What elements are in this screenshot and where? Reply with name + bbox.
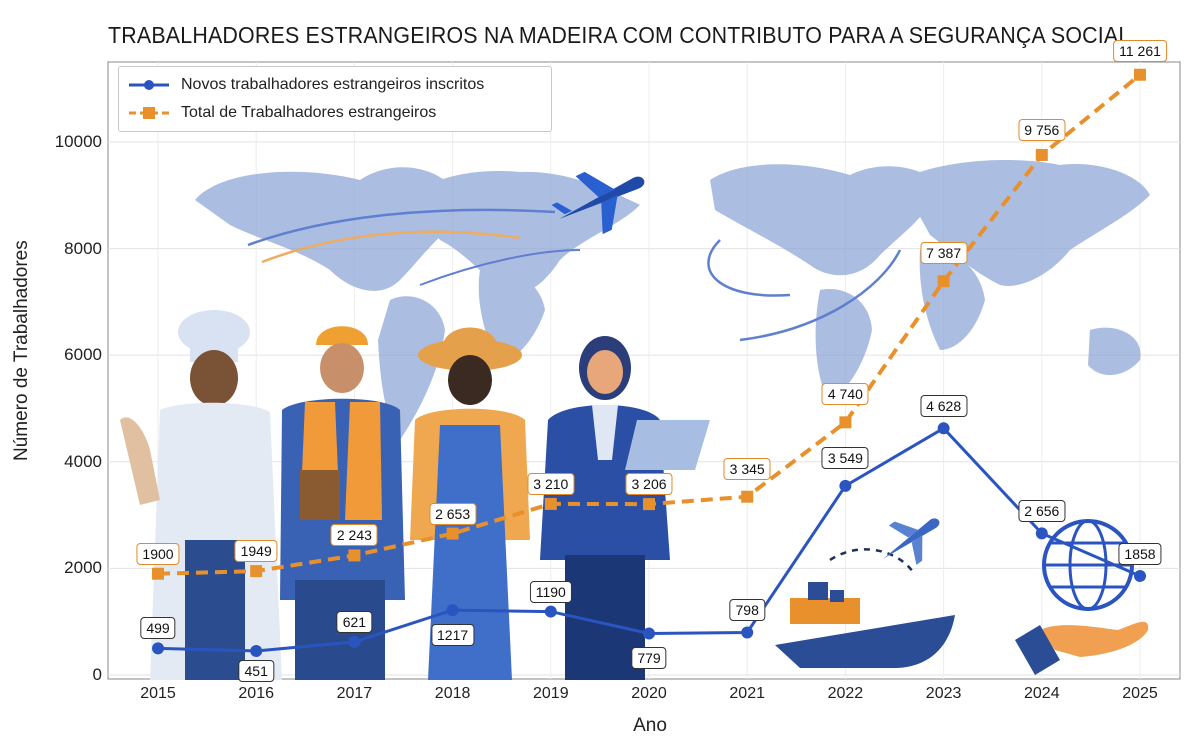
data-point-total [643, 498, 655, 511]
data-label-total: 11 261 [1113, 39, 1167, 62]
ship-illustration [775, 548, 955, 668]
data-point-total [544, 497, 557, 510]
x-tick-label: 2016 [238, 685, 274, 702]
airplane-icon [551, 171, 645, 235]
data-point-novos [643, 627, 655, 640]
data-label-novos: 621 [336, 610, 373, 633]
x-tick-label: 2019 [533, 685, 569, 702]
data-point-novos [544, 605, 557, 618]
y-tick-label: 8000 [64, 238, 102, 258]
data-point-novos [250, 644, 263, 657]
data-label-novos: 4 628 [920, 395, 968, 418]
data-point-novos [152, 642, 164, 655]
data-point-novos [1035, 527, 1048, 540]
data-point-novos [741, 626, 754, 639]
x-tick-label: 2015 [140, 685, 176, 702]
legend-item-novos: Novos trabalhadores estrangeiros inscrit… [129, 73, 484, 97]
data-point-novos [446, 604, 459, 617]
data-label-novos: 499 [140, 617, 176, 640]
data-point-novos [348, 635, 361, 648]
data-label-novos: 779 [631, 647, 667, 670]
data-label-total: 2 243 [330, 524, 378, 547]
data-label-total: 7 387 [920, 242, 968, 265]
x-tick-label: 2025 [1122, 685, 1158, 702]
data-label-total: 3 206 [625, 473, 673, 496]
data-point-novos [1134, 569, 1146, 582]
data-label-total: 3 210 [527, 472, 575, 495]
data-point-total [446, 527, 459, 540]
office-worker-illustration [540, 336, 710, 680]
data-point-novos [839, 479, 852, 492]
data-label-total: 4 740 [821, 383, 869, 406]
data-point-total [152, 567, 164, 580]
x-tick-label: 2018 [434, 685, 471, 702]
globe-illustration [1042, 519, 1134, 611]
y-tick-label: 0 [92, 665, 102, 684]
data-label-novos: 451 [238, 659, 274, 682]
x-tick-label: 2020 [631, 685, 667, 702]
legend-line-circle-icon [129, 80, 169, 90]
x-tick-label: 2021 [729, 685, 765, 702]
data-label-novos: 2 656 [1018, 500, 1066, 523]
x-tick-label: 2017 [336, 685, 373, 702]
data-point-total [348, 549, 361, 562]
airplane-small-icon [883, 518, 940, 565]
data-label-total: 1949 [234, 540, 278, 563]
data-point-total [741, 490, 754, 503]
legend-label-novos: Novos trabalhadores estrangeiros inscrit… [181, 76, 485, 93]
x-tick-label: 2024 [1024, 685, 1060, 702]
x-tick-label: 2023 [925, 685, 962, 702]
data-point-total [1134, 68, 1146, 81]
data-point-novos [937, 422, 950, 435]
series-layer [152, 68, 1146, 657]
data-label-novos: 798 [729, 599, 765, 622]
data-label-novos: 1858 [1118, 542, 1162, 565]
legend-label-total: Total de Trabalhadores estrangeiros [181, 104, 437, 121]
data-point-total [250, 565, 263, 578]
data-label-total: 3 345 [723, 457, 771, 480]
y-tick-label: 2000 [64, 558, 102, 578]
data-label-novos: 3 549 [821, 446, 869, 469]
y-tick-label: 4000 [64, 451, 102, 471]
data-label-novos: 1217 [431, 624, 475, 647]
legend-item-total: Total de Trabalhadores estrangeiros [129, 101, 436, 125]
data-point-total [839, 416, 852, 429]
hand-illustration [1015, 621, 1149, 675]
data-point-total [937, 275, 950, 288]
chef-illustration [120, 310, 282, 680]
x-tick-label: 2022 [827, 685, 864, 702]
data-label-total: 2 653 [429, 502, 477, 525]
y-axis-label: Número de Trabalhadores [11, 240, 32, 461]
y-tick-label: 10000 [54, 131, 102, 151]
data-label-total: 1900 [136, 542, 180, 565]
chart-title: TRABALHADORES ESTRANGEIROS NA MADEIRA CO… [108, 22, 1131, 48]
legend-line-square-icon [129, 107, 169, 119]
y-tick-label: 6000 [64, 345, 102, 365]
data-label-total: 9 756 [1018, 118, 1066, 141]
data-label-novos: 1190 [529, 580, 572, 603]
x-axis-label: Ano [633, 715, 667, 736]
legend: Novos trabalhadores estrangeiros inscrit… [118, 66, 552, 132]
data-point-total [1035, 148, 1048, 161]
